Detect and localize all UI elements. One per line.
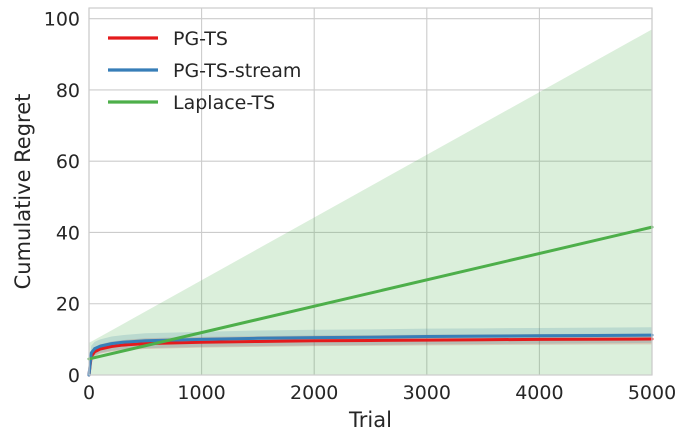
x-axis-label: Trial: [348, 408, 392, 430]
x-tick-label: 5000: [628, 382, 676, 404]
legend-label-pg-ts-stream: PG-TS-stream: [173, 60, 301, 82]
band-laplace-ts: [89, 29, 652, 376]
line-laplace-ts: [87, 225, 654, 361]
x-tick-label: 1000: [177, 382, 225, 404]
plot-background: [89, 8, 652, 375]
y-tick-label: 40: [56, 222, 80, 244]
legend: PG-TS PG-TS-stream Laplace-TS: [108, 28, 301, 114]
band-pg-ts: [89, 333, 652, 375]
line-pg-ts: [87, 337, 654, 377]
line-pg-ts-stream: [87, 333, 654, 377]
y-tick-label: 100: [44, 9, 80, 31]
line-layer: [87, 225, 654, 377]
x-tick-label: 0: [83, 382, 95, 404]
x-tick-label: 2000: [290, 382, 338, 404]
x-tick-label: 4000: [515, 382, 563, 404]
y-tick-label: 20: [56, 294, 80, 316]
x-tick-label: 3000: [403, 382, 451, 404]
grid-layer: [88, 8, 653, 376]
y-axis-label: Cumulative Regret: [11, 94, 35, 290]
legend-label-pg-ts: PG-TS: [173, 28, 228, 50]
y-tick-label: 60: [56, 151, 80, 173]
plot-frame: [88, 7, 653, 376]
y-tick-label: 0: [68, 365, 80, 387]
y-tick-label: 80: [56, 80, 80, 102]
legend-label-laplace-ts: Laplace-TS: [173, 92, 275, 114]
tick-layer: 0 1000 2000 3000 4000 5000 0 20 40 60 80 100: [44, 9, 676, 404]
